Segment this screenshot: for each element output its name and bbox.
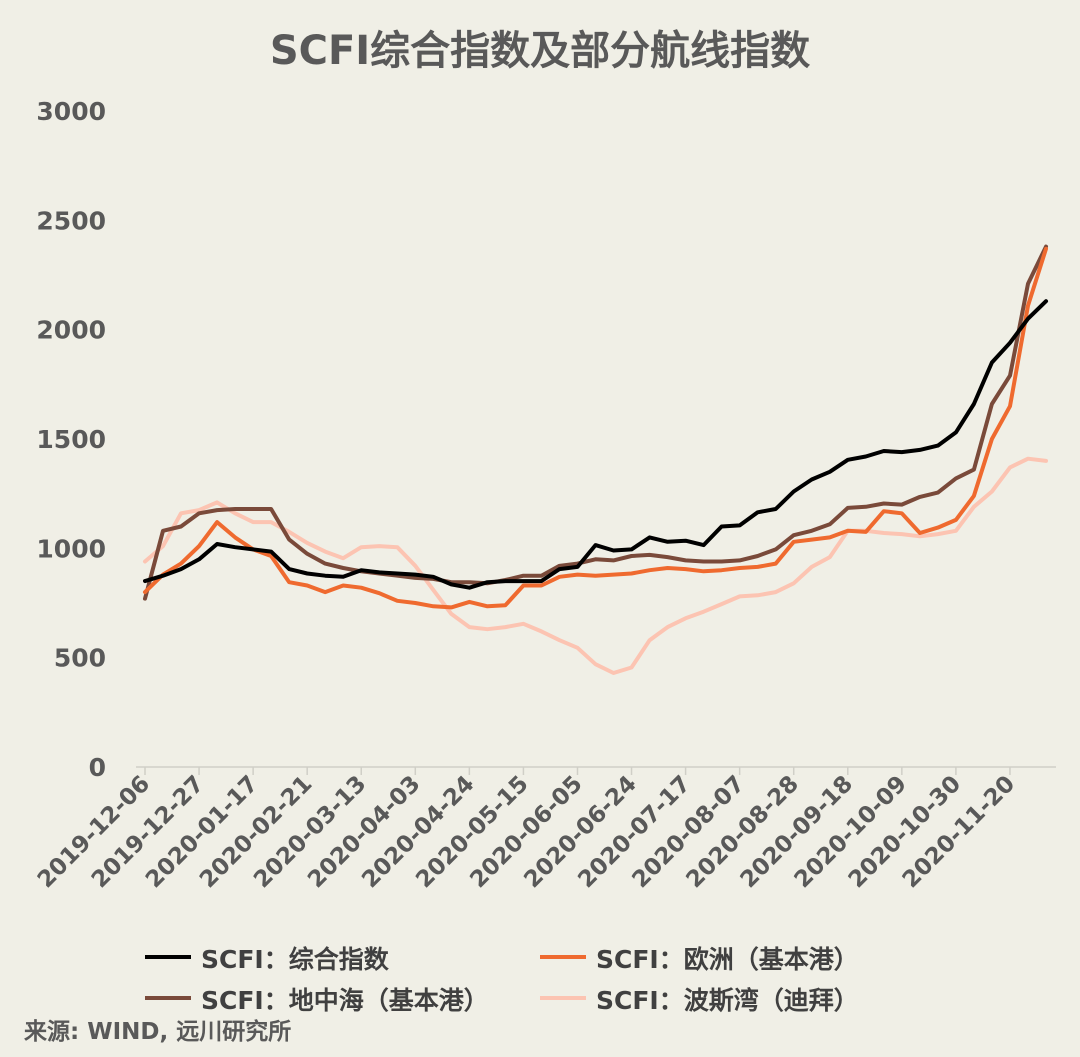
- source-note: 来源: WIND, 远川研究所: [24, 1019, 292, 1045]
- y-tick-label: 1000: [36, 534, 106, 563]
- y-tick-label: 1500: [36, 425, 106, 454]
- legend-swatch: [145, 955, 191, 959]
- legend-swatch: [540, 996, 586, 1000]
- legend-label: SCFI：欧洲（基本港）: [596, 945, 859, 974]
- y-tick-label: 500: [54, 644, 106, 673]
- series-line-4: [143, 456, 1048, 675]
- legend-label: SCFI：波斯湾（迪拜）: [596, 986, 859, 1015]
- legend-label: SCFI：地中海（基本港）: [201, 986, 489, 1015]
- legend-swatch: [145, 996, 191, 1000]
- y-tick-label: 3000: [36, 97, 106, 126]
- series-line-1: [143, 299, 1048, 590]
- legend-swatch: [540, 955, 586, 959]
- y-tick-label: 2000: [36, 316, 106, 345]
- legend-label: SCFI：综合指数: [201, 945, 389, 974]
- chart-title: SCFI综合指数及部分航线指数: [269, 28, 811, 74]
- series-line-2: [143, 246, 1048, 610]
- y-tick-label: 2500: [36, 206, 106, 235]
- series-line-3: [143, 244, 1048, 601]
- y-tick-label: 0: [89, 753, 106, 782]
